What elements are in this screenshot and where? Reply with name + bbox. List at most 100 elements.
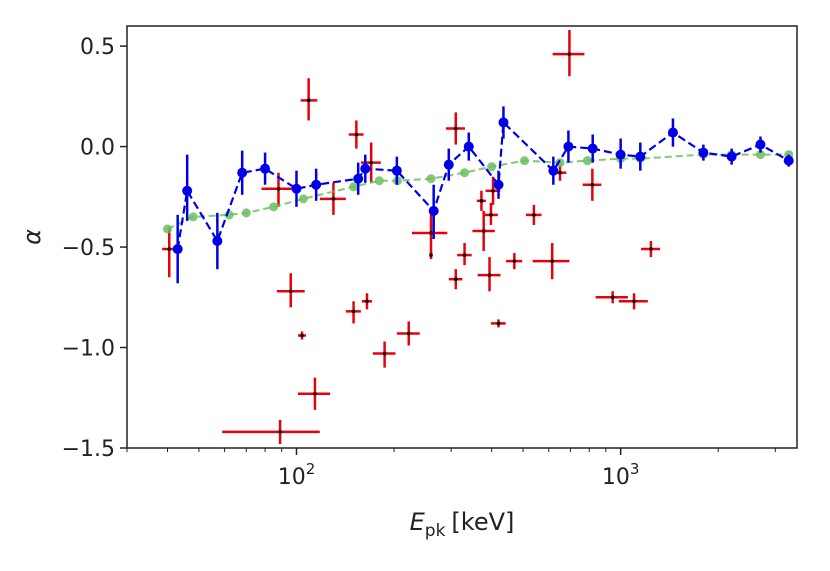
blue-point-marker <box>428 205 439 216</box>
blue-point-marker <box>391 165 402 176</box>
blue-series-point <box>260 152 271 185</box>
blue-series-point <box>635 142 646 171</box>
blue-point-marker <box>172 244 183 255</box>
red-point-center <box>532 213 536 217</box>
red-point <box>222 419 320 444</box>
red-point <box>348 120 364 149</box>
blue-series-point <box>498 106 509 139</box>
axis-ticks-layer: −1.5 −1.0 −0.5 0.0 0.5 102 103 <box>62 35 776 490</box>
blue-series-layer <box>172 106 794 284</box>
red-point <box>641 241 661 258</box>
blue-point-marker <box>548 165 559 176</box>
red-point-center <box>479 199 484 203</box>
blue-series-point <box>726 148 737 165</box>
red-point <box>552 30 585 77</box>
blue-series-point <box>360 154 371 183</box>
blue-point-marker <box>182 185 193 196</box>
red-point <box>457 243 472 266</box>
blue-series-point <box>587 134 598 163</box>
red-point-center <box>354 132 359 137</box>
blue-point-marker <box>667 127 678 138</box>
blue-point-marker <box>463 141 474 152</box>
green-series-point <box>755 150 765 160</box>
red-point <box>476 190 486 211</box>
blue-point-marker <box>291 183 302 194</box>
red-point <box>396 321 420 346</box>
x-axis-label-sub: pk <box>425 521 446 541</box>
red-point <box>276 273 305 308</box>
blue-series-point <box>212 212 223 270</box>
red-point <box>319 182 346 215</box>
red-point <box>618 293 648 310</box>
red-point-center <box>365 299 369 304</box>
red-point-center <box>278 430 282 434</box>
red-point-center <box>351 309 356 314</box>
red-point-center <box>489 213 493 217</box>
red-point-center <box>481 229 486 233</box>
red-point-center <box>369 160 373 165</box>
red-point-center <box>550 259 555 263</box>
y-tick-label: −1.5 <box>62 437 115 462</box>
blue-series-point <box>667 118 678 147</box>
red-point-center <box>491 188 495 193</box>
green-series-point <box>487 162 497 172</box>
blue-series-point <box>698 144 709 161</box>
red-point-center <box>300 333 304 338</box>
blue-series-point <box>563 130 574 163</box>
red-point <box>372 341 396 368</box>
green-series-point <box>460 168 470 178</box>
blue-series-point <box>493 170 504 199</box>
red-point <box>595 291 628 304</box>
blue-series-point <box>182 154 193 221</box>
green-series-point <box>582 156 592 166</box>
red-point <box>532 243 570 280</box>
red-point <box>525 204 542 225</box>
red-point-center <box>610 295 615 300</box>
red-point-center <box>453 277 458 282</box>
green-series-point <box>241 208 251 218</box>
green-series-point <box>188 212 198 222</box>
blue-series-point <box>443 148 454 181</box>
y-tick-label: −1.0 <box>62 337 115 362</box>
blue-point-marker <box>563 141 574 152</box>
blue-series-point <box>311 168 322 201</box>
red-point <box>297 377 331 410</box>
green-series-line <box>167 153 789 230</box>
plot-frame <box>126 25 798 449</box>
blue-point-marker <box>726 151 737 162</box>
green-series-point <box>298 194 308 204</box>
blue-point-marker <box>311 179 322 190</box>
red-point <box>472 210 495 252</box>
blue-point-marker <box>260 163 271 174</box>
red-point <box>506 253 523 270</box>
blue-point-marker <box>493 179 504 190</box>
green-series-point <box>162 224 172 234</box>
blue-series-point <box>548 156 559 185</box>
red-point <box>300 78 318 121</box>
blue-series-point <box>353 162 364 195</box>
red-point-center <box>313 391 317 396</box>
red-point-center <box>276 186 281 191</box>
blue-point-marker <box>498 117 509 128</box>
x-tick-label: 103 <box>602 460 640 490</box>
y-tick-label: 0.0 <box>80 136 115 161</box>
red-point <box>483 202 498 225</box>
red-point <box>477 257 501 292</box>
red-point <box>411 210 448 258</box>
blue-point-marker <box>698 147 709 158</box>
red-point-center <box>512 259 517 263</box>
red-point-center <box>306 98 311 103</box>
green-series-point <box>374 176 384 186</box>
red-point-center <box>288 289 293 294</box>
red-point-center <box>487 273 492 277</box>
red-points-layer <box>162 30 661 444</box>
blue-point-marker <box>360 163 371 174</box>
x-tick-label: 102 <box>278 460 316 490</box>
blue-point-marker <box>443 159 454 170</box>
blue-series-point <box>783 154 794 167</box>
y-tick-label: 0.5 <box>80 35 115 60</box>
red-point-center <box>558 170 562 175</box>
green-series-point <box>269 202 279 212</box>
blue-series-point <box>463 132 474 161</box>
